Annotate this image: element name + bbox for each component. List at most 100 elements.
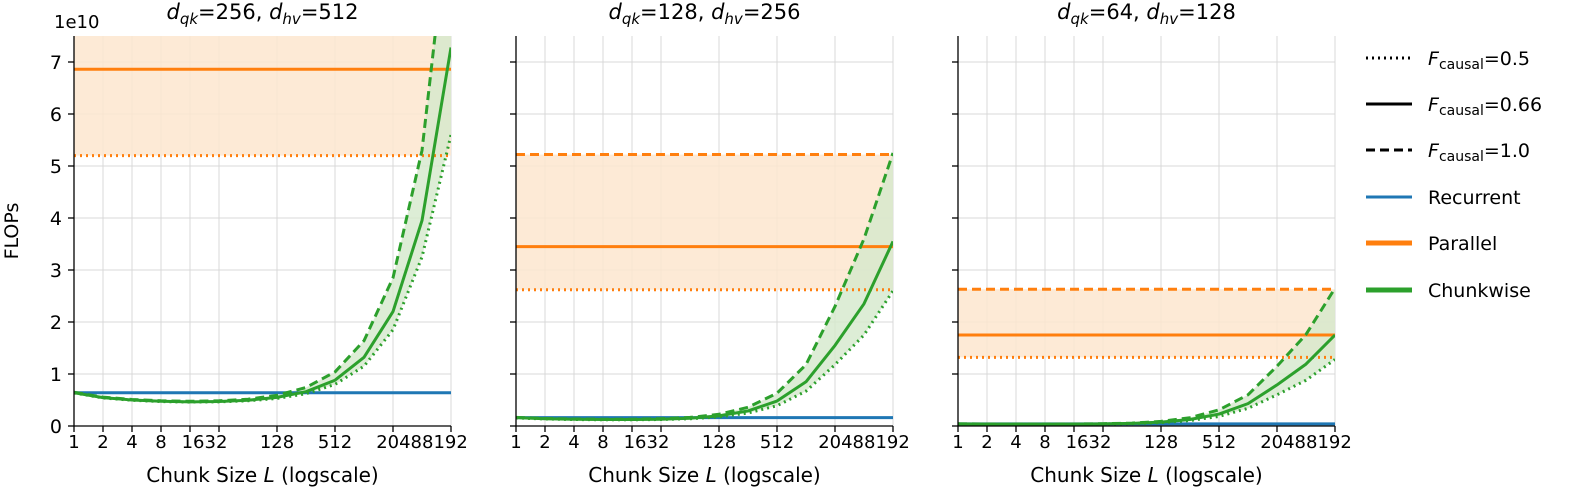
y-tick-label: 4 bbox=[50, 208, 62, 230]
parallel-range-fill bbox=[74, 36, 451, 156]
y-axis-label: FLOPs bbox=[1, 203, 23, 260]
x-tick-label: 1 bbox=[952, 432, 963, 453]
title-sub: qk bbox=[180, 10, 200, 28]
legend: Fcausal=0.5Fcausal=0.66Fcausal=1.0Recurr… bbox=[1366, 48, 1542, 302]
chunkwise-line-f1_0 bbox=[958, 287, 1335, 426]
legend-label-sub: causal bbox=[1439, 57, 1484, 73]
legend-label-sub: causal bbox=[1439, 149, 1484, 165]
title-text: =256, bbox=[198, 0, 269, 24]
panel-title: dqk=256, dhv=512 bbox=[166, 0, 358, 28]
legend-item-3: Fcausal=1.0 bbox=[1366, 140, 1530, 165]
y-tick-label: 7 bbox=[50, 52, 62, 74]
legend-label: Recurrent bbox=[1428, 187, 1521, 209]
legend-label-text: Parallel bbox=[1428, 233, 1497, 255]
title-text: =256 bbox=[743, 0, 801, 24]
x-axis-label-text: Chunk Size bbox=[588, 463, 705, 487]
title-var: d bbox=[608, 0, 622, 24]
plot-area bbox=[74, 36, 451, 404]
x-tick-label: 4 bbox=[126, 432, 137, 453]
x-axis-label: Chunk Size L (logscale) bbox=[146, 463, 378, 487]
x-tick-label: 1632 bbox=[1066, 432, 1112, 453]
x-tick-label: 2 bbox=[97, 432, 108, 453]
legend-item-5: Parallel bbox=[1366, 233, 1497, 255]
y-tick-label: 3 bbox=[50, 260, 62, 282]
title-sub: qk bbox=[1071, 10, 1091, 28]
x-axis-label-text: Chunk Size bbox=[146, 463, 263, 487]
x-tick-label: 8 bbox=[155, 432, 166, 453]
x-tick-label: 1632 bbox=[624, 432, 670, 453]
legend-label: Parallel bbox=[1428, 233, 1497, 255]
x-axis-label: Chunk Size L (logscale) bbox=[588, 463, 820, 487]
title-text: =64, bbox=[1089, 0, 1147, 24]
title-var: d bbox=[1057, 0, 1071, 24]
legend-label: Fcausal=0.5 bbox=[1428, 48, 1530, 73]
x-tick-label: 2 bbox=[539, 432, 550, 453]
chunkwise-line-f0_5 bbox=[958, 358, 1335, 426]
plot-area bbox=[958, 287, 1335, 426]
x-tick-label: 128 bbox=[702, 432, 736, 453]
x-tick-label: 20488192 bbox=[818, 432, 910, 453]
chunkwise-line-f0_5 bbox=[74, 134, 451, 404]
x-tick-label: 1 bbox=[510, 432, 521, 453]
legend-label-text: =0.66 bbox=[1484, 94, 1542, 116]
x-axis-label-text: Chunk Size bbox=[1030, 463, 1147, 487]
y-tick-label: 1 bbox=[50, 364, 62, 386]
x-axis-label-text: (logscale) bbox=[717, 463, 821, 487]
x-tick-label: 2 bbox=[981, 432, 992, 453]
title-var: d bbox=[1146, 0, 1160, 24]
x-tick-label: 128 bbox=[1144, 432, 1178, 453]
panel-title: dqk=64, dhv=128 bbox=[1057, 0, 1236, 28]
title-text: =512 bbox=[301, 0, 359, 24]
x-axis-label-text: (logscale) bbox=[1159, 463, 1263, 487]
x-axis-label-var: L bbox=[706, 463, 717, 487]
x-tick-label: 512 bbox=[760, 432, 794, 453]
chunkwise-line-f1_0 bbox=[74, 36, 437, 403]
legend-label: Fcausal=1.0 bbox=[1428, 140, 1530, 165]
legend-label-var: F bbox=[1428, 94, 1440, 116]
legend-item-2: Fcausal=0.66 bbox=[1366, 94, 1542, 119]
title-sub: hv bbox=[724, 10, 744, 28]
x-tick-label: 4 bbox=[1010, 432, 1021, 453]
legend-label-var: F bbox=[1428, 48, 1440, 70]
panel-title: dqk=128, dhv=256 bbox=[608, 0, 800, 28]
legend-label: Fcausal=0.66 bbox=[1428, 94, 1542, 119]
legend-label: Chunkwise bbox=[1428, 280, 1531, 302]
title-var: d bbox=[711, 0, 725, 24]
parallel-range-fill bbox=[958, 289, 1335, 358]
legend-item-1: Fcausal=0.5 bbox=[1366, 48, 1530, 73]
x-tick-label: 20488192 bbox=[376, 432, 468, 453]
x-axis-label-var: L bbox=[264, 463, 275, 487]
y-tick-label: 5 bbox=[50, 156, 62, 178]
chunkwise-line-f1_0 bbox=[516, 152, 893, 421]
title-var: d bbox=[269, 0, 283, 24]
legend-label-sub: causal bbox=[1439, 103, 1484, 119]
x-tick-label: 20488192 bbox=[1260, 432, 1352, 453]
x-axis-label: Chunk Size L (logscale) bbox=[1030, 463, 1262, 487]
x-axis-label-text: (logscale) bbox=[275, 463, 379, 487]
x-tick-label: 512 bbox=[318, 432, 352, 453]
legend-label-text: =1.0 bbox=[1484, 140, 1530, 162]
parallel-range-fill bbox=[516, 154, 893, 290]
legend-label-text: Chunkwise bbox=[1428, 280, 1531, 302]
y-multiplier-label: 1e10 bbox=[54, 12, 99, 33]
plot-area bbox=[516, 152, 893, 422]
x-tick-label: 4 bbox=[568, 432, 579, 453]
x-tick-label: 1 bbox=[68, 432, 79, 453]
title-text: =128 bbox=[1178, 0, 1236, 24]
chart-panel-2: 1 2 4 8 1632 128 512 20488192 Chunk Size L (logs… bbox=[510, 0, 910, 487]
legend-label-text: Recurrent bbox=[1428, 187, 1521, 209]
y-tick-label: 0 bbox=[50, 416, 62, 438]
x-tick-label: 128 bbox=[260, 432, 294, 453]
title-sub: hv bbox=[1160, 10, 1180, 28]
x-axis-label-var: L bbox=[1148, 463, 1159, 487]
title-var: d bbox=[166, 0, 180, 24]
y-tick-label: 6 bbox=[50, 104, 62, 126]
legend-item-6: Chunkwise bbox=[1366, 280, 1531, 302]
x-tick-label: 8 bbox=[597, 432, 608, 453]
title-sub: qk bbox=[622, 10, 642, 28]
x-tick-label: 1632 bbox=[182, 432, 228, 453]
legend-label-var: F bbox=[1428, 140, 1440, 162]
y-tick-label: 2 bbox=[50, 312, 62, 334]
